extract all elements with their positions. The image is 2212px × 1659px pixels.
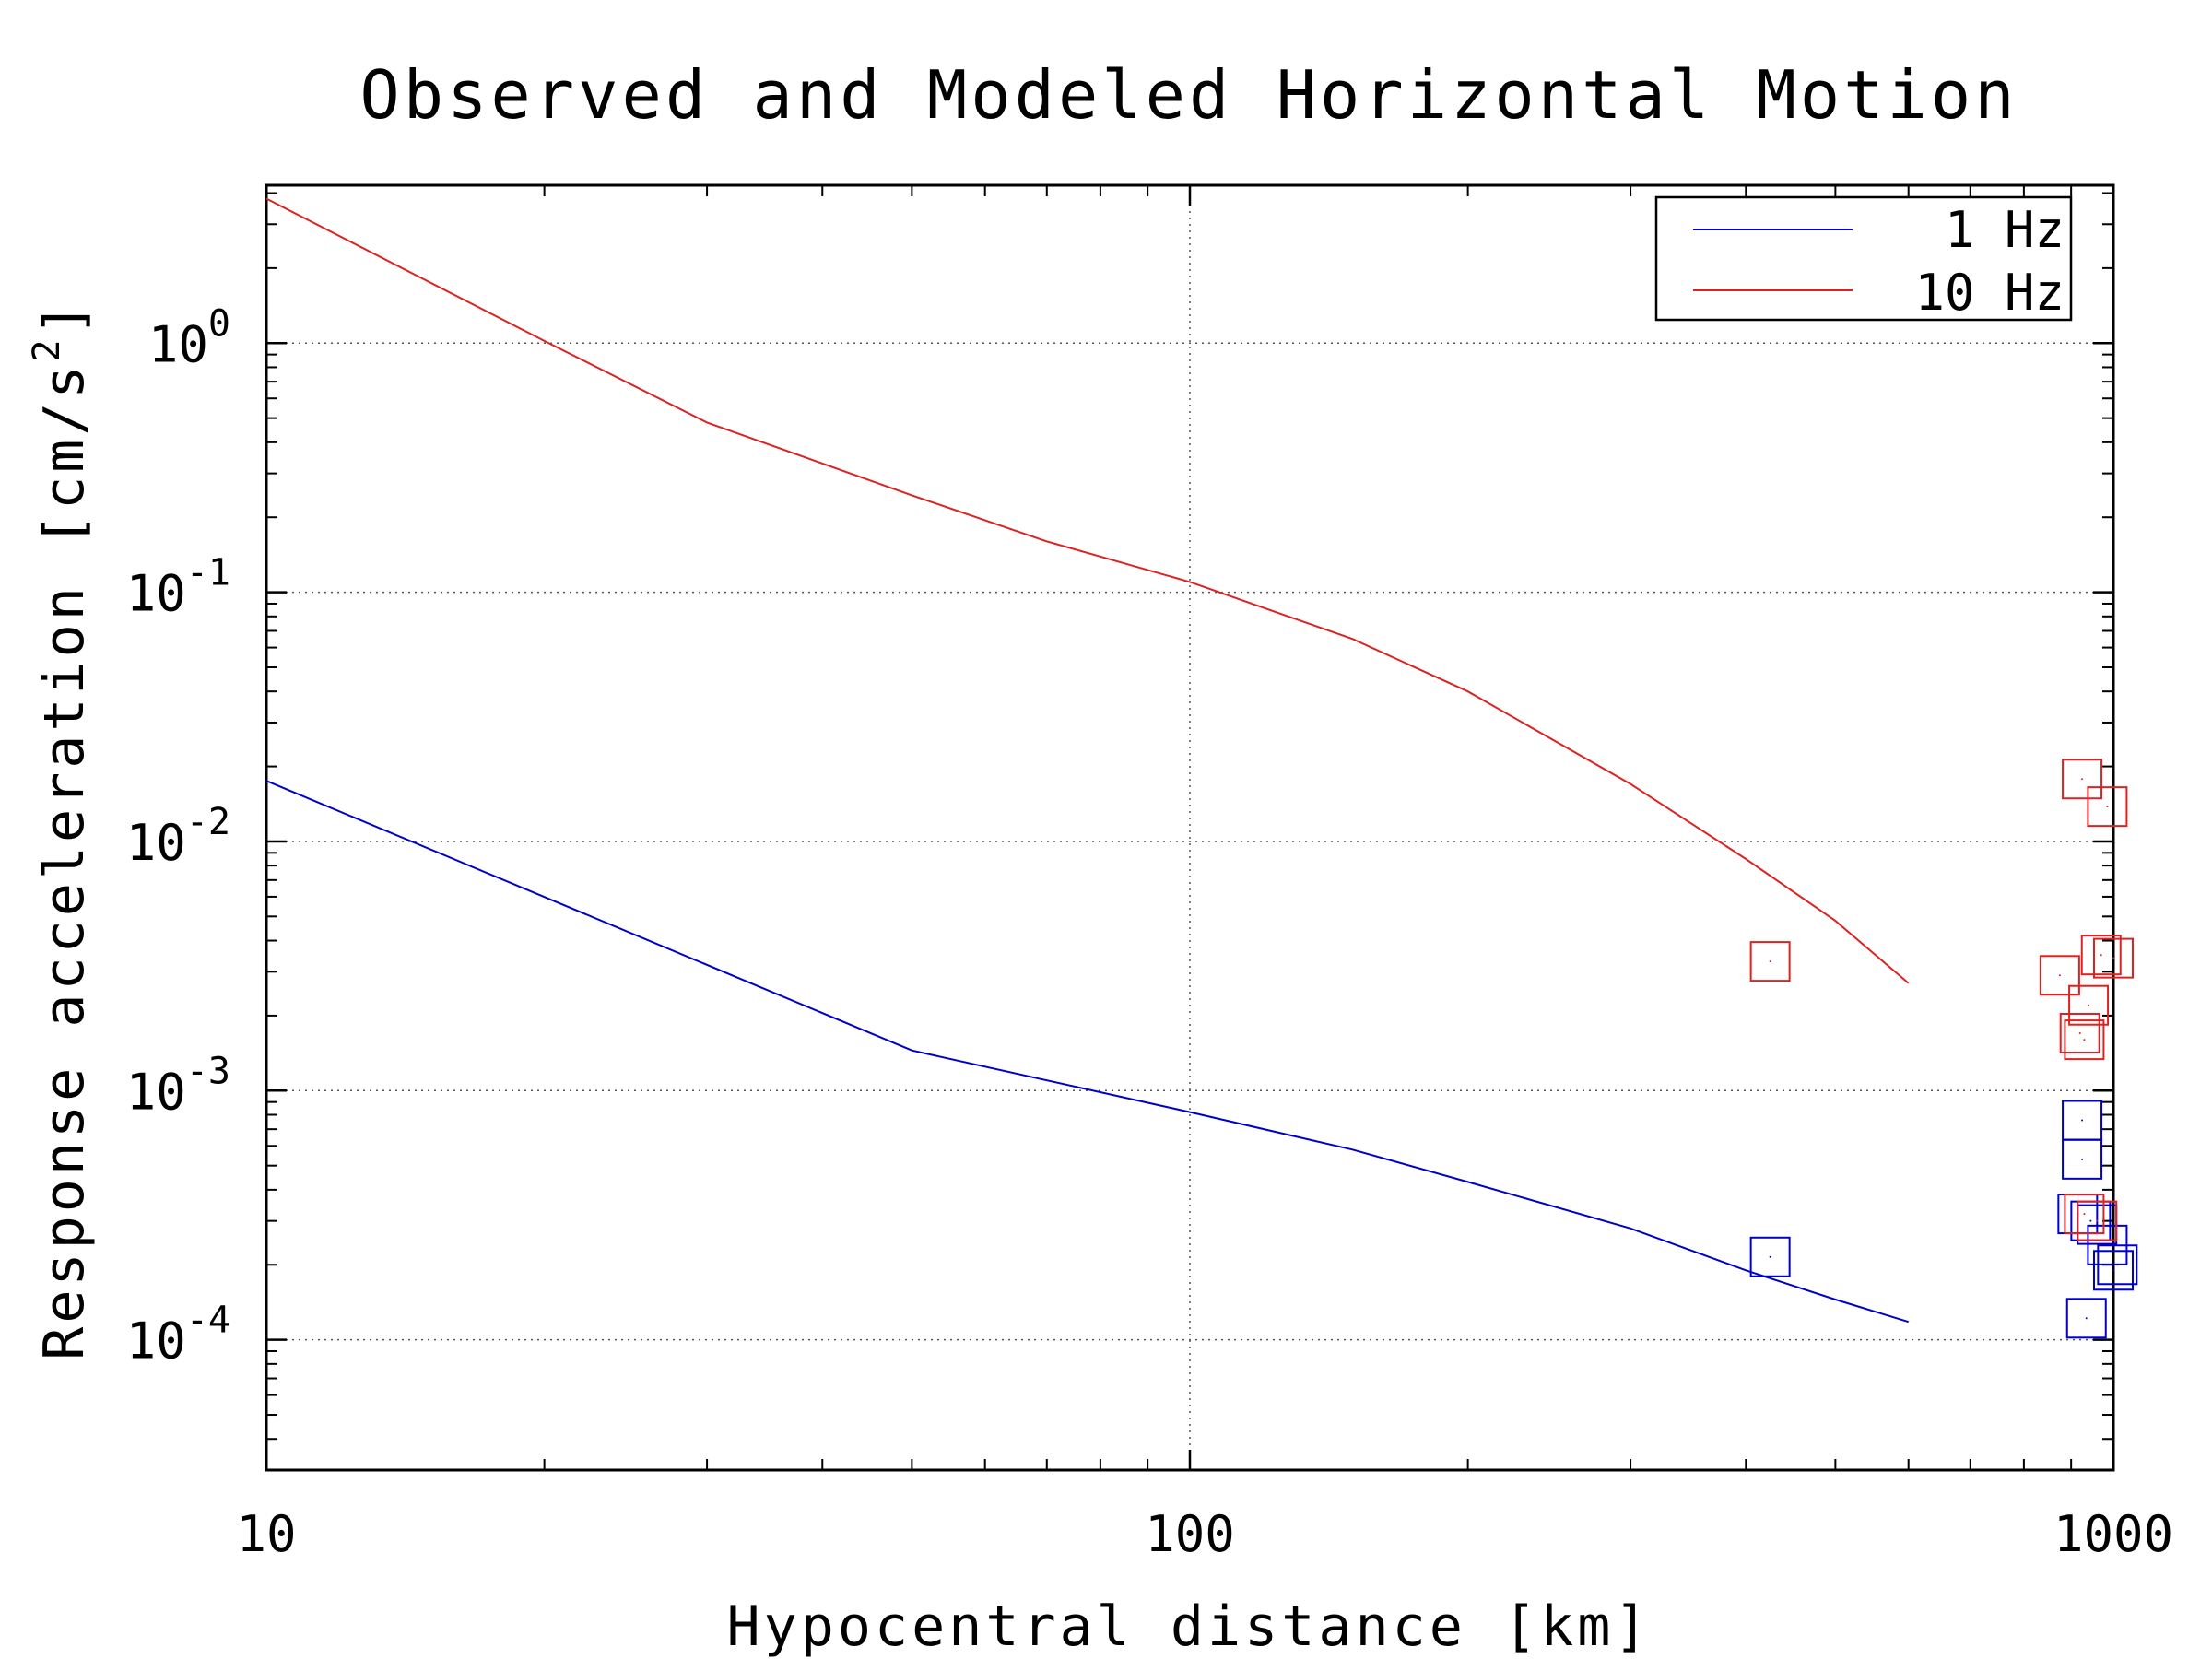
observed-point	[2093, 937, 2134, 979]
y-axis-label-end: ]	[32, 299, 97, 335]
y-tick-base: 10	[126, 565, 186, 623]
observed-point	[2064, 1194, 2105, 1235]
observed-point-center	[2089, 1219, 2092, 1222]
legend-label-1hz: 1 Hz	[1945, 201, 2065, 259]
y-tick-label: 10-3	[126, 1050, 230, 1121]
observed-point-center	[2088, 1004, 2090, 1006]
observed-point-center	[2112, 1269, 2114, 1272]
series-10-hz	[265, 197, 2134, 1241]
y-tick-exponent: -2	[186, 801, 230, 843]
observed-point-center	[1769, 1255, 1771, 1258]
observed-point	[1749, 941, 1791, 982]
legend-label-10hz: 10 Hz	[1914, 264, 2065, 322]
y-tick-exponent: 0	[208, 302, 230, 345]
y-tick-base: 10	[126, 1063, 186, 1121]
y-tick-base: 10	[126, 814, 186, 872]
x-tick-label: 1000	[2053, 1505, 2173, 1563]
observed-point-center	[2106, 806, 2109, 808]
x-tick-label: 10	[236, 1505, 296, 1563]
series-1-hz	[265, 780, 2138, 1339]
y-tick-label: 10-2	[126, 801, 230, 872]
observed-point	[2062, 759, 2103, 800]
observed-point-center	[2083, 1039, 2086, 1041]
grid	[266, 185, 2113, 1470]
y-tick-base: 10	[148, 315, 208, 373]
observed-point-center	[2058, 974, 2061, 977]
y-tick-label: 10-1	[126, 552, 230, 623]
series-layer	[265, 197, 2138, 1339]
observed-point-center	[2083, 1213, 2086, 1216]
y-axis-label-main: Response acceleration [cm/s	[32, 361, 97, 1359]
x-tick-labels: 10 100 1000	[236, 1505, 2173, 1563]
observed-point-center	[2085, 1317, 2088, 1320]
observed-point	[2077, 1200, 2118, 1241]
y-tick-exponent: -4	[186, 1300, 230, 1342]
y-tick-base: 10	[126, 1312, 186, 1371]
observed-point	[2065, 1298, 2107, 1339]
y-tick-exponent: -1	[186, 552, 230, 594]
observed-point-center	[2078, 1031, 2081, 1034]
observed-point	[2064, 1019, 2105, 1061]
observed-point-center	[2081, 1158, 2084, 1160]
observed-point	[2059, 1012, 2100, 1053]
observed-point	[2093, 1250, 2134, 1291]
plot-frame	[265, 183, 2115, 1472]
legend: 1 Hz 10 Hz	[1654, 195, 2073, 322]
observed-point-center	[2081, 1119, 2084, 1122]
observed-point-center	[2116, 1264, 2119, 1266]
observed-point	[2062, 1138, 2103, 1180]
observed-point	[2097, 1244, 2138, 1286]
observed-point-center	[1769, 960, 1771, 963]
y-tick-label: 100	[148, 302, 230, 373]
y-axis-label: Response acceleration [cm/s2]	[26, 299, 97, 1360]
model-line	[265, 780, 1909, 1324]
x-axis-label: Hypocentral distance [km]	[726, 1594, 1651, 1659]
y-tick-label: 10-4	[126, 1300, 230, 1371]
legend-box	[1654, 195, 2073, 322]
observed-point-center	[2081, 778, 2084, 781]
y-axis-label-superscript: 2	[26, 335, 68, 361]
observed-point-center	[2112, 957, 2114, 959]
model-line	[265, 197, 1910, 984]
observed-point	[1749, 1236, 1791, 1277]
observed-point	[2087, 786, 2128, 828]
observed-point	[2068, 984, 2110, 1026]
x-tick-label: 100	[1145, 1505, 1235, 1563]
y-tick-exponent: -3	[186, 1050, 230, 1092]
observed-point	[2080, 935, 2122, 976]
observed-point-center	[2096, 1219, 2099, 1222]
observed-point-center	[2100, 954, 2102, 957]
chart-title: Observed and Modeled Horizontal Motion	[359, 56, 2018, 134]
observed-point	[2039, 955, 2080, 996]
